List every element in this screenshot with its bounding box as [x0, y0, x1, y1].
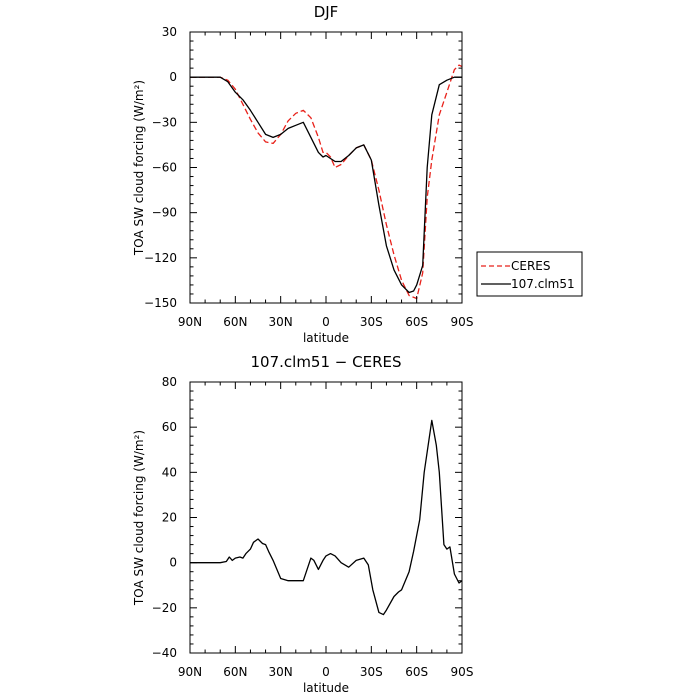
- y-tick-label: 80: [162, 375, 177, 389]
- x-tick-label: 90S: [451, 665, 474, 679]
- panel-difference: 90N 60N 30N 0 30S 60S 90S −40 −20 0 20 40 60 80 107.cl…: [132, 353, 473, 695]
- chart-title: DJF: [314, 3, 339, 21]
- legend-label-ceres: CERES: [511, 259, 551, 273]
- y-tick-label: 60: [162, 420, 177, 434]
- x-tick-label: 30N: [269, 665, 293, 679]
- x-tick-label: 60S: [405, 665, 428, 679]
- plot-frame: [189, 381, 463, 654]
- y-tick-label: −30: [152, 115, 177, 129]
- x-axis-label: latitude: [303, 331, 349, 345]
- x-tick-label: 0: [322, 665, 330, 679]
- y-axis-label: TOA SW cloud forcing (W/m²): [132, 80, 146, 256]
- series-line-107-clm51: [190, 76, 462, 294]
- y-tick-label: −40: [152, 646, 177, 660]
- series-line-ceres: [190, 64, 463, 300]
- y-tick-label: −20: [152, 601, 177, 615]
- y-tick-label: 40: [162, 465, 177, 479]
- x-tick-label: 90N: [178, 315, 202, 329]
- x-tick-label: 30N: [269, 315, 293, 329]
- x-tick-label: 90N: [178, 665, 202, 679]
- y-tick-label: −60: [152, 161, 177, 175]
- x-tick-label: 60S: [405, 315, 428, 329]
- chart-title: 107.clm51 − CERES: [251, 353, 402, 371]
- x-tick-label: 30S: [360, 315, 383, 329]
- x-tick-label: 60N: [223, 665, 247, 679]
- legend: CERES 107.clm51: [476, 251, 583, 297]
- y-tick-label: −150: [144, 296, 177, 310]
- y-tick-label: 0: [169, 556, 177, 570]
- y-tick-label: −90: [152, 206, 177, 220]
- y-tick-label: 20: [162, 511, 177, 525]
- series-line-difference: [190, 419, 463, 616]
- legend-box: [476, 251, 583, 297]
- x-tick-label: 90S: [451, 315, 474, 329]
- x-axis-label: latitude: [303, 681, 349, 695]
- plot-frame: [189, 31, 463, 304]
- panel-djf: 90N 60N 30N 0 30S 60S 90S −150 −120 −90 −60 −30 0 30 D…: [132, 3, 473, 345]
- x-tick-label: 0: [322, 315, 330, 329]
- y-axis-label: TOA SW cloud forcing (W/m²): [132, 430, 146, 606]
- y-tick-label: −120: [144, 251, 177, 265]
- y-tick-label: 30: [162, 25, 177, 39]
- y-tick-label: 0: [169, 70, 177, 84]
- x-tick-label: 60N: [223, 315, 247, 329]
- legend-label-clm51: 107.clm51: [511, 277, 575, 291]
- x-tick-label: 30S: [360, 665, 383, 679]
